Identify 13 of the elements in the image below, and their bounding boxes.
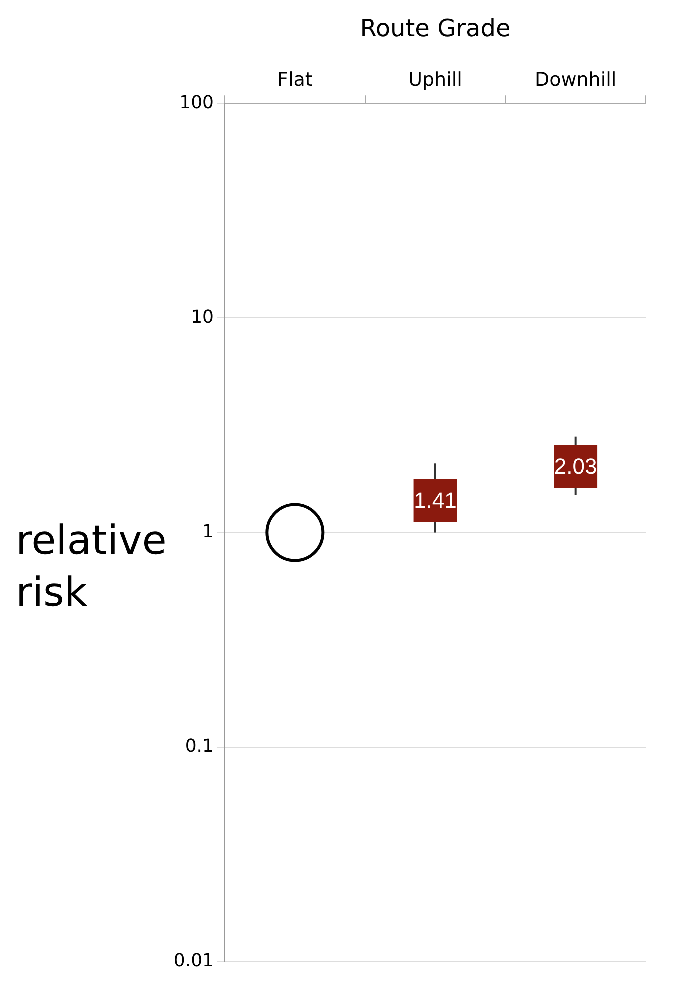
x-tick-label: Flat	[278, 69, 313, 92]
y-axis-title: relative risk	[16, 517, 168, 618]
y-tick-label: 100	[180, 92, 214, 114]
data-label: 2.03	[554, 454, 598, 479]
x-axis-title: Route Grade	[360, 14, 511, 43]
y-tick-label: 10	[191, 306, 214, 328]
y-tick-label: 1	[202, 521, 214, 542]
x-tick-label: Uphill	[408, 69, 462, 92]
y-tick-label: 0.1	[185, 736, 214, 758]
x-tick-label: Downhill	[534, 69, 617, 92]
y-tick-label: 0.01	[174, 950, 214, 972]
point	[266, 503, 325, 562]
data-label: 1.41	[414, 488, 457, 513]
